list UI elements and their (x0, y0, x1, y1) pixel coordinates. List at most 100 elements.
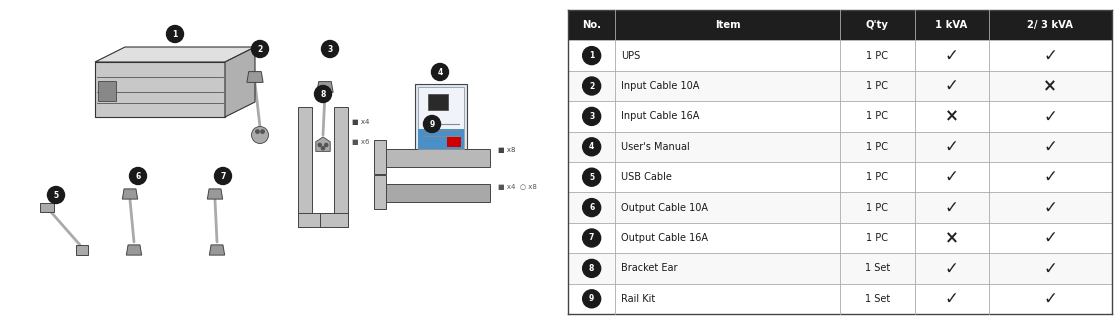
Circle shape (47, 186, 65, 204)
Text: Output Cable 16A: Output Cable 16A (622, 233, 708, 243)
FancyBboxPatch shape (95, 62, 225, 117)
Circle shape (252, 127, 269, 144)
Circle shape (582, 168, 600, 186)
Text: ×: × (1044, 77, 1057, 95)
FancyBboxPatch shape (418, 129, 464, 149)
Text: 8: 8 (589, 264, 595, 273)
Text: 8: 8 (320, 90, 326, 99)
FancyBboxPatch shape (374, 140, 386, 174)
Circle shape (321, 147, 325, 150)
Text: ✓: ✓ (1044, 229, 1057, 247)
Circle shape (252, 41, 269, 58)
FancyBboxPatch shape (568, 193, 1112, 223)
Text: ✓: ✓ (1044, 199, 1057, 217)
FancyBboxPatch shape (447, 137, 461, 147)
Text: 1 Set: 1 Set (865, 263, 890, 273)
FancyBboxPatch shape (76, 245, 88, 255)
Text: 1: 1 (589, 51, 595, 60)
FancyBboxPatch shape (99, 81, 116, 100)
Text: 1 PC: 1 PC (866, 233, 888, 243)
Circle shape (582, 260, 600, 277)
Circle shape (431, 63, 448, 80)
Text: 1 PC: 1 PC (866, 111, 888, 121)
Text: No.: No. (582, 20, 601, 30)
Circle shape (130, 167, 147, 185)
Text: 1 PC: 1 PC (866, 203, 888, 213)
Text: ✓: ✓ (944, 199, 959, 217)
Text: ✓: ✓ (944, 290, 959, 308)
Text: 1 PC: 1 PC (866, 51, 888, 61)
Polygon shape (95, 47, 255, 62)
FancyBboxPatch shape (374, 175, 386, 209)
Polygon shape (225, 47, 255, 117)
FancyBboxPatch shape (40, 203, 54, 212)
Text: Input Cable 16A: Input Cable 16A (622, 111, 700, 121)
FancyBboxPatch shape (298, 107, 312, 227)
Text: ✓: ✓ (1044, 108, 1057, 125)
Polygon shape (209, 245, 225, 255)
Text: ✓: ✓ (1044, 290, 1057, 308)
Text: Input Cable 10A: Input Cable 10A (622, 81, 700, 91)
FancyBboxPatch shape (568, 223, 1112, 253)
Text: Q'ty: Q'ty (866, 20, 888, 30)
Text: Bracket Ear: Bracket Ear (622, 263, 678, 273)
Text: ■ x6: ■ x6 (352, 139, 370, 145)
Circle shape (315, 86, 332, 102)
Text: 1 kVA: 1 kVA (935, 20, 968, 30)
FancyBboxPatch shape (568, 162, 1112, 193)
Text: ✓: ✓ (944, 168, 959, 186)
Text: ✓: ✓ (1044, 260, 1057, 277)
Text: Output Cable 10A: Output Cable 10A (622, 203, 708, 213)
Text: 5: 5 (589, 173, 595, 182)
FancyBboxPatch shape (418, 87, 464, 149)
Text: 3: 3 (327, 44, 333, 53)
Text: 1 PC: 1 PC (866, 142, 888, 152)
Polygon shape (127, 245, 141, 255)
FancyBboxPatch shape (428, 94, 448, 110)
Circle shape (582, 138, 600, 156)
Text: ✓: ✓ (1044, 168, 1057, 186)
Text: 9: 9 (589, 294, 595, 303)
Text: 4: 4 (438, 68, 442, 77)
Polygon shape (317, 81, 333, 92)
Polygon shape (122, 189, 138, 199)
Text: ■ x4  ○ x8: ■ x4 ○ x8 (498, 184, 536, 190)
Circle shape (582, 199, 600, 217)
Circle shape (167, 25, 184, 43)
Text: 6: 6 (589, 203, 595, 212)
Circle shape (582, 47, 600, 65)
Text: UPS: UPS (622, 51, 641, 61)
Text: ✓: ✓ (944, 47, 959, 65)
Polygon shape (316, 137, 330, 151)
Text: ■ x8: ■ x8 (498, 147, 515, 153)
FancyBboxPatch shape (334, 107, 348, 227)
Text: 6: 6 (136, 172, 141, 181)
Text: ✓: ✓ (1044, 138, 1057, 156)
Text: 1: 1 (172, 30, 178, 39)
Text: ✓: ✓ (944, 77, 959, 95)
Circle shape (255, 130, 259, 133)
FancyBboxPatch shape (298, 213, 328, 227)
Text: ■ x4: ■ x4 (352, 119, 370, 125)
Text: 3: 3 (589, 112, 595, 121)
Text: 2: 2 (589, 81, 595, 90)
Text: 2: 2 (258, 44, 262, 53)
FancyBboxPatch shape (320, 213, 348, 227)
FancyBboxPatch shape (380, 184, 491, 202)
FancyBboxPatch shape (568, 40, 1112, 71)
FancyBboxPatch shape (568, 253, 1112, 284)
Text: 1 PC: 1 PC (866, 81, 888, 91)
FancyBboxPatch shape (416, 84, 467, 152)
Text: USB Cable: USB Cable (622, 172, 672, 182)
FancyBboxPatch shape (568, 71, 1112, 101)
Circle shape (325, 143, 328, 147)
Text: ×: × (944, 229, 959, 247)
FancyBboxPatch shape (568, 10, 1112, 40)
Text: 7: 7 (221, 172, 226, 181)
FancyBboxPatch shape (380, 149, 491, 167)
Circle shape (582, 108, 600, 125)
Circle shape (318, 143, 321, 147)
Text: 5: 5 (54, 191, 58, 200)
Circle shape (582, 290, 600, 308)
Circle shape (423, 116, 440, 132)
